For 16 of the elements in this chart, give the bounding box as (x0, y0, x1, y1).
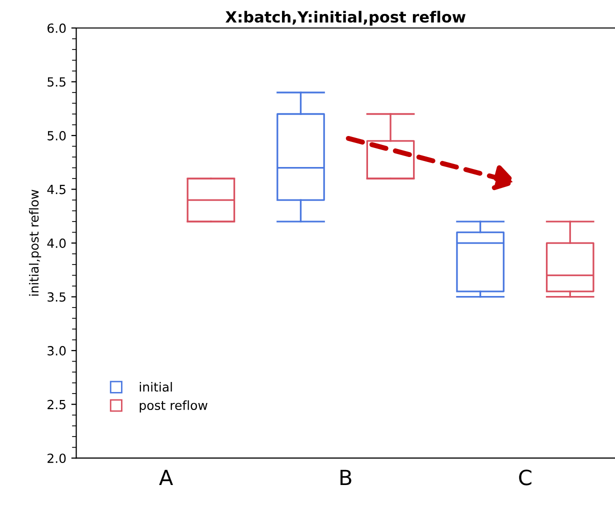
legend-label: post reflow (140, 400, 208, 412)
y-tick-label: 2.5 (48, 400, 66, 410)
y-tick-label: 4.0 (47, 238, 66, 248)
y-tick-label: 5.0 (48, 130, 66, 140)
x-tick-label: A (159, 470, 174, 486)
y-tick-label: 6.0 (48, 23, 66, 33)
x-tick-label: B (340, 470, 352, 486)
x-tick-label: C (519, 470, 532, 486)
chart-title: X:batch,Y:initial,post reflow (226, 10, 466, 26)
y-tick-label: 2.0 (48, 454, 66, 464)
y-tick-label: 5.5 (48, 77, 66, 87)
y-tick-label: 3.0 (48, 346, 66, 356)
y-axis-title: initial,post reflow (29, 190, 42, 296)
legend-label: initial (140, 382, 172, 392)
y-tick-label: 4.5 (47, 184, 66, 194)
y-tick-label: 3.5 (48, 292, 66, 302)
